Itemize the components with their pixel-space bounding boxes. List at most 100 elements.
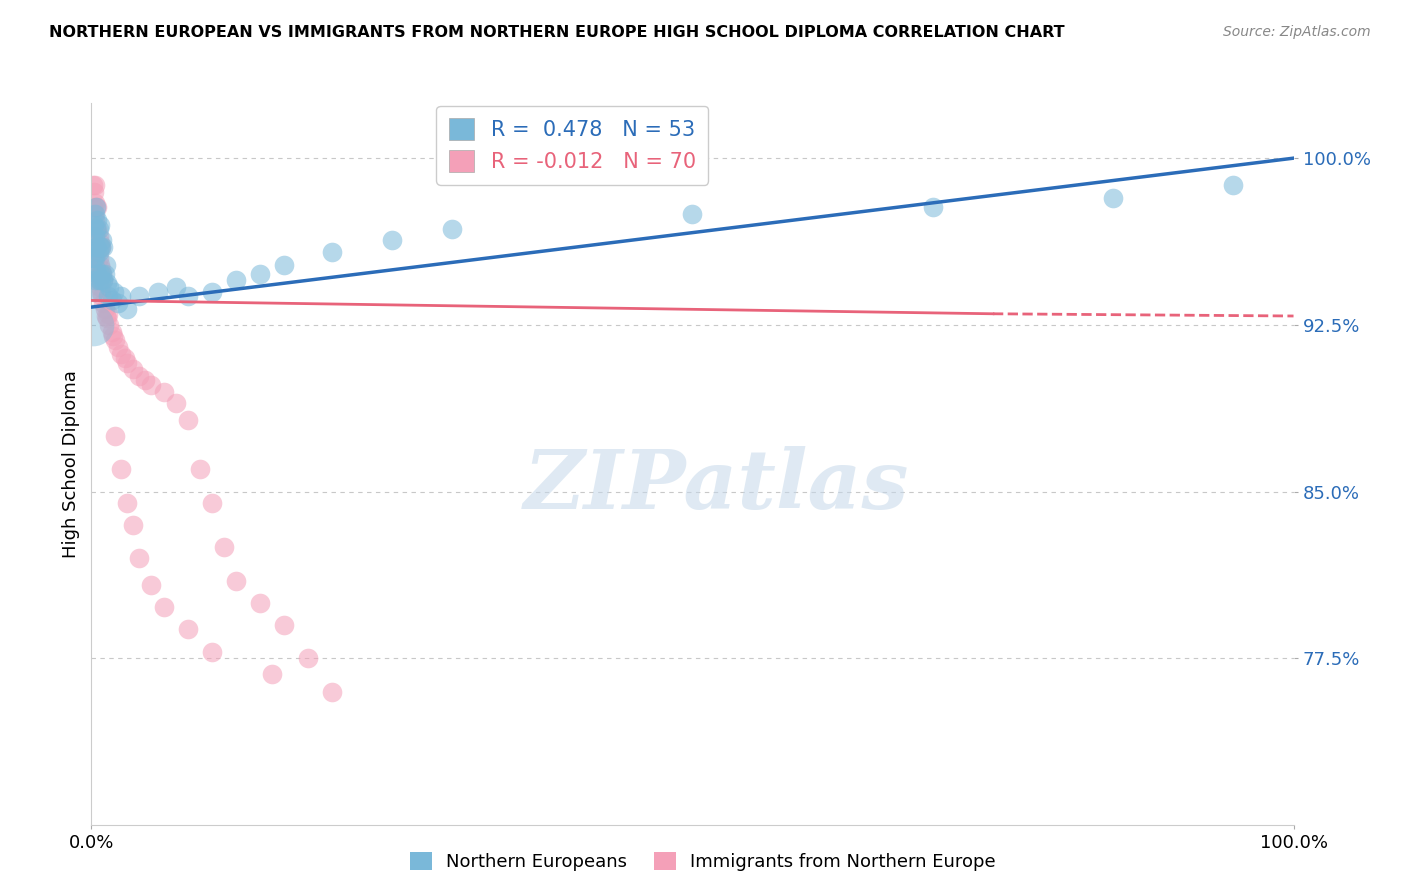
Point (146, 285, 169, 299)
Point (82, 229, 104, 244)
Point (84, 222, 107, 236)
Point (117, 302, 139, 317)
Point (89, 240, 111, 254)
Point (922, 200, 945, 214)
Point (101, 293, 124, 308)
Legend: Northern Europeans, Immigrants from Northern Europe: Northern Europeans, Immigrants from Nort… (402, 845, 1004, 879)
Point (94, 258, 117, 272)
Point (104, 429, 127, 443)
Point (84, 207, 107, 221)
Point (84, 229, 107, 244)
Point (82, 222, 104, 236)
Point (84, 229, 107, 244)
Point (110, 462, 132, 476)
Point (98, 280, 121, 294)
Point (122, 518, 145, 533)
Text: NORTHERN EUROPEAN VS IMMIGRANTS FROM NORTHERN EUROPE HIGH SCHOOL DIPLOMA CORRELA: NORTHERN EUROPEAN VS IMMIGRANTS FROM NOR… (49, 25, 1064, 40)
Point (87, 251, 110, 265)
Point (141, 578, 163, 592)
Point (93, 295, 115, 310)
Point (86, 244, 108, 259)
Legend: R =  0.478   N = 53, R = -0.012   N = 70: R = 0.478 N = 53, R = -0.012 N = 70 (436, 106, 709, 185)
Point (96, 276, 118, 290)
Point (91, 289, 114, 303)
Point (86, 267, 108, 281)
Point (114, 351, 136, 366)
Point (87, 273, 110, 287)
Point (93, 302, 115, 317)
Point (117, 356, 139, 370)
Point (128, 551, 150, 566)
Point (440, 222, 463, 236)
Point (89, 280, 111, 294)
Point (212, 540, 235, 554)
Point (84, 251, 107, 265)
Point (122, 362, 145, 376)
Point (152, 384, 174, 399)
Point (89, 235, 111, 250)
Point (82, 178, 104, 192)
Point (90, 240, 112, 254)
Point (152, 600, 174, 615)
Point (87, 229, 110, 244)
Y-axis label: High School Diploma: High School Diploma (62, 370, 80, 558)
Point (176, 413, 198, 427)
Point (89, 267, 111, 281)
Point (84, 262, 107, 277)
Point (103, 285, 125, 299)
Point (273, 258, 295, 272)
Point (83, 285, 105, 299)
Point (98, 318, 121, 332)
Point (83, 222, 105, 236)
Point (87, 273, 110, 287)
Point (83, 185, 105, 199)
Point (94, 309, 117, 323)
Point (83, 207, 105, 221)
Point (84, 273, 107, 287)
Point (86, 213, 108, 227)
Point (97, 289, 120, 303)
Point (84, 200, 107, 214)
Point (101, 325, 124, 339)
Text: ZIPatlas: ZIPatlas (524, 445, 910, 525)
Point (84, 262, 107, 277)
Point (273, 618, 295, 632)
Point (201, 645, 224, 659)
Point (82, 200, 104, 214)
Point (84, 240, 107, 254)
Point (225, 574, 247, 588)
Point (86, 267, 108, 281)
Point (249, 267, 271, 281)
Point (86, 240, 108, 254)
Point (84, 213, 107, 227)
Point (93, 267, 115, 281)
Point (260, 667, 283, 681)
Point (249, 596, 271, 610)
Point (84, 240, 107, 254)
Point (681, 207, 703, 221)
Point (93, 240, 115, 254)
Point (117, 496, 139, 510)
Point (107, 340, 129, 354)
Point (82, 318, 104, 332)
Point (165, 395, 187, 409)
Point (128, 369, 150, 384)
Point (165, 280, 187, 294)
Point (176, 623, 198, 637)
Point (225, 273, 247, 287)
Point (93, 273, 115, 287)
Point (101, 329, 124, 343)
Point (91, 267, 114, 281)
Point (87, 244, 110, 259)
Point (93, 273, 115, 287)
Point (89, 218, 111, 232)
Point (84, 222, 107, 236)
Point (110, 289, 132, 303)
Point (134, 374, 156, 388)
Point (91, 267, 114, 281)
Point (107, 295, 129, 310)
Point (91, 234, 114, 248)
Point (84, 200, 107, 214)
Point (97, 307, 120, 321)
Point (86, 200, 108, 214)
